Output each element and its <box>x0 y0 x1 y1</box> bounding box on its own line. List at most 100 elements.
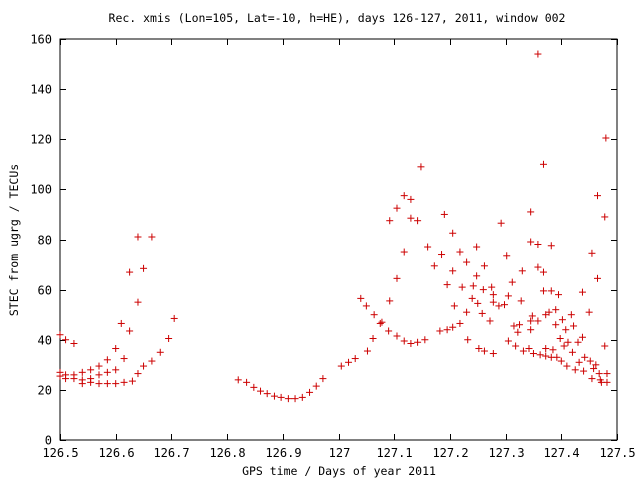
data-point-marker <box>480 347 488 355</box>
data-point-marker <box>424 243 432 251</box>
data-point-marker <box>464 336 472 344</box>
data-point-marker <box>369 334 377 342</box>
y-tick-label: 100 <box>30 183 52 197</box>
data-point-marker <box>547 287 555 295</box>
y-tick-label: 120 <box>30 133 52 147</box>
data-point-marker <box>475 345 483 353</box>
data-point-marker <box>128 377 136 385</box>
data-point-marker <box>564 338 572 346</box>
data-point-marker <box>70 375 78 383</box>
data-point-marker <box>120 355 128 363</box>
y-tick-label: 80 <box>38 234 52 248</box>
data-point-marker <box>601 213 609 221</box>
data-point-marker <box>552 321 560 329</box>
data-point-marker <box>95 371 103 379</box>
data-point-marker <box>345 358 353 366</box>
data-point-marker <box>527 238 535 246</box>
data-point-marker <box>514 328 522 336</box>
data-point-marker <box>337 362 345 370</box>
data-point-marker <box>534 317 542 325</box>
data-point-marker <box>519 347 527 355</box>
data-point-marker <box>263 390 271 398</box>
data-point-marker <box>473 272 481 280</box>
data-point-marker <box>468 294 476 302</box>
data-point-marker <box>126 268 134 276</box>
data-point-marker <box>112 345 120 353</box>
data-point-marker <box>578 333 586 341</box>
y-axis: 0 20 40 60 80 100 120 140 160 <box>30 33 617 448</box>
data-point-marker <box>527 208 535 216</box>
data-point-marker <box>488 283 496 291</box>
data-point-marker <box>518 267 526 275</box>
data-point-marker <box>417 163 425 171</box>
data-point-marker <box>103 380 111 388</box>
data-point-marker <box>536 351 544 359</box>
data-point-marker <box>539 287 547 295</box>
data-point-marker <box>291 395 299 403</box>
x-tick-label: 126.9 <box>265 446 301 460</box>
data-point-marker <box>62 336 70 344</box>
data-point-marker <box>458 283 466 291</box>
data-point-marker <box>134 298 142 306</box>
data-point-marker <box>480 262 488 270</box>
y-tick-label: 40 <box>38 334 52 348</box>
data-point-marker <box>134 370 142 378</box>
data-point-marker <box>516 321 524 329</box>
data-point-marker <box>449 323 457 331</box>
x-tick-label: 127.2 <box>432 446 468 460</box>
data-point-marker <box>112 380 120 388</box>
data-point-marker <box>257 387 265 395</box>
data-point-marker <box>443 326 451 334</box>
data-point-marker <box>78 380 86 388</box>
data-point-marker <box>438 251 446 259</box>
data-point-marker <box>414 338 422 346</box>
data-point-marker <box>449 229 457 237</box>
data-point-marker <box>578 288 586 296</box>
x-tick-label: 126.5 <box>42 446 78 460</box>
data-point-marker <box>469 282 477 290</box>
data-point-marker <box>510 322 518 330</box>
x-tick-label: 126.7 <box>153 446 189 460</box>
data-point-marker <box>393 274 401 282</box>
data-point-marker <box>385 327 393 335</box>
data-point-marker <box>400 337 408 345</box>
data-point-marker <box>117 319 125 327</box>
data-point-marker <box>443 281 451 289</box>
data-point-marker <box>560 342 568 350</box>
x-tick-label: 127.5 <box>599 446 635 460</box>
data-point-marker <box>525 345 533 353</box>
data-point-marker <box>588 249 596 257</box>
data-point-marker <box>370 311 378 319</box>
data-point-marker <box>527 317 535 325</box>
data-point-marker <box>363 347 371 355</box>
data-point-marker <box>542 352 550 360</box>
data-point-marker <box>134 233 142 241</box>
data-points <box>56 50 611 403</box>
data-point-marker <box>148 357 156 365</box>
data-point-marker <box>552 306 560 314</box>
data-point-marker <box>421 336 429 344</box>
data-point-marker <box>386 217 394 225</box>
data-point-marker <box>594 192 602 200</box>
data-point-marker <box>474 299 482 307</box>
data-point-marker <box>574 338 582 346</box>
data-point-marker <box>95 362 103 370</box>
data-point-marker <box>473 243 481 251</box>
x-tick-label: 127.4 <box>543 446 579 460</box>
data-point-marker <box>575 358 583 366</box>
data-point-marker <box>456 319 464 327</box>
plot-frame <box>59 38 618 441</box>
data-point-marker <box>103 368 111 376</box>
x-tick-label: 126.6 <box>98 446 134 460</box>
data-point-marker <box>568 348 576 356</box>
data-point-marker <box>449 267 457 275</box>
data-point-marker <box>112 366 120 374</box>
data-point-marker <box>504 337 512 345</box>
x-tick-label: 127 <box>329 446 351 460</box>
data-point-marker <box>357 294 365 302</box>
data-point-marker <box>393 204 401 212</box>
data-point-marker <box>95 380 103 388</box>
data-point-marker <box>539 268 547 276</box>
y-tick-label: 20 <box>38 384 52 398</box>
data-point-marker <box>585 308 593 316</box>
